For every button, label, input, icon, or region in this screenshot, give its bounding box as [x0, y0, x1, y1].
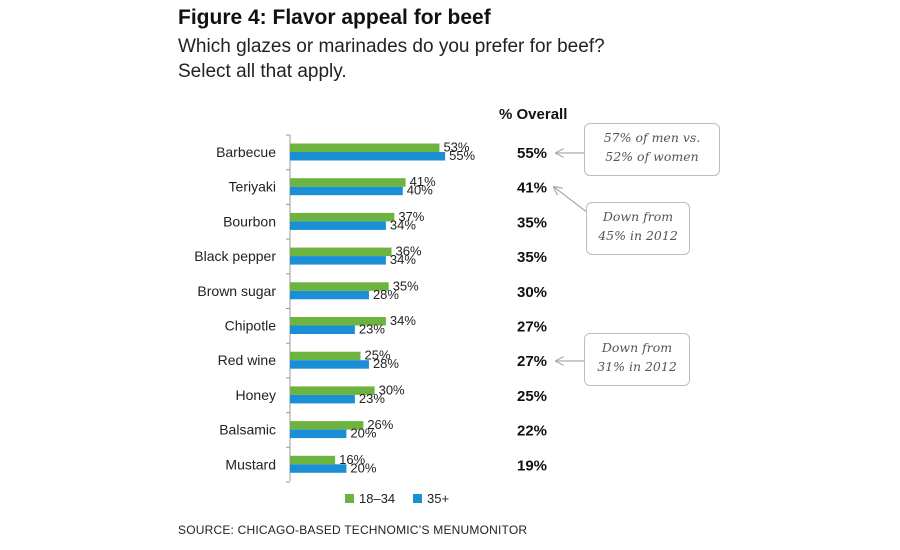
value-label-18-34: 53% — [443, 140, 469, 155]
bar-35-plus — [290, 464, 347, 473]
overall-value: 30% — [517, 284, 547, 301]
plot-area: Barbecue 53%55% 55%Teriyaki 41%40% 41%Bourbo… — [194, 134, 547, 506]
legend-label-18-34: 18–34 — [359, 491, 395, 506]
value-label-35-plus: 23% — [359, 322, 385, 337]
callout-teriyaki-line-2: 45% in 2012 — [598, 228, 678, 243]
category-label: Brown sugar — [197, 283, 276, 299]
bar-35-plus — [290, 256, 386, 265]
subtitle-line-1: Which glazes or marinades do you prefer … — [178, 36, 605, 57]
value-label-18-34: 30% — [379, 382, 405, 397]
overall-value: 19% — [517, 457, 547, 474]
bar-35-plus — [290, 186, 403, 196]
bar-18-34 — [290, 282, 389, 291]
value-label-35-plus: 55% — [449, 148, 475, 163]
overall-column-header: % Overall — [499, 106, 568, 123]
category-label: Black pepper — [194, 248, 276, 264]
value-label-35-plus: 34% — [390, 252, 416, 267]
subtitle-line-2: Select all that apply. — [178, 61, 347, 82]
value-label-35-plus: 20% — [350, 426, 376, 441]
callout-barbecue: 57% of men vs. 52% of women — [584, 123, 720, 176]
legend-label-35-plus: 35+ — [427, 491, 449, 506]
value-label-18-34: 35% — [393, 278, 419, 293]
overall-value: 27% — [517, 353, 547, 370]
value-label-18-34: 37% — [398, 209, 424, 224]
category-label: Bourbon — [223, 213, 276, 229]
callout-red-wine-line-2: 31% in 2012 — [597, 359, 677, 374]
bar-35-plus — [290, 290, 369, 300]
overall-value: 35% — [517, 249, 547, 266]
overall-value: 35% — [517, 214, 547, 231]
value-label-35-plus: 28% — [373, 356, 399, 371]
overall-value: 25% — [517, 388, 547, 405]
source-note: SOURCE: CHICAGO-BASED TECHNOMIC’S MENUMO… — [178, 523, 528, 537]
category-label: Teriyaki — [229, 179, 276, 195]
bar-35-plus — [290, 152, 446, 161]
value-label-35-plus: 23% — [359, 391, 385, 406]
callout-arrow-teriyaki — [554, 187, 589, 214]
category-label: Chipotle — [225, 318, 277, 334]
value-label-18-34: 25% — [365, 348, 391, 363]
overall-value: 41% — [517, 180, 547, 197]
bar-18-34 — [290, 178, 406, 187]
category-label: Red wine — [218, 352, 277, 368]
legend-swatch-18-34 — [345, 494, 354, 503]
bar-18-34 — [290, 351, 361, 361]
bar-18-34 — [290, 317, 386, 326]
overall-value: 22% — [517, 423, 547, 440]
callout-teriyaki: Down from 45% in 2012 — [586, 202, 690, 255]
bar-35-plus — [290, 429, 347, 439]
bar-35-plus — [290, 394, 355, 404]
bar-35-plus — [290, 325, 355, 334]
bar-35-plus — [290, 360, 369, 369]
category-label: Balsamic — [219, 422, 276, 438]
category-label: Honey — [236, 387, 276, 403]
category-label: Barbecue — [216, 144, 276, 160]
bar-18-34 — [290, 386, 375, 395]
callout-red-wine: Down from 31% in 2012 — [584, 333, 690, 386]
value-label-35-plus: 20% — [350, 460, 376, 475]
callout-red-wine-line-1: Down from — [601, 340, 673, 355]
value-label-18-34: 34% — [390, 313, 416, 328]
bar-18-34 — [290, 421, 364, 430]
bar-18-34 — [290, 143, 440, 152]
bar-18-34 — [290, 212, 395, 222]
overall-value: 55% — [517, 145, 547, 162]
value-label-18-34: 16% — [339, 452, 365, 467]
bar-18-34 — [290, 455, 336, 465]
value-label-35-plus: 40% — [407, 183, 433, 198]
legend-swatch-35-plus — [413, 494, 422, 503]
category-label: Mustard — [225, 456, 276, 472]
value-label-18-34: 26% — [367, 417, 393, 432]
callout-arrows — [554, 153, 589, 361]
value-label-18-34: 36% — [396, 244, 422, 259]
overall-value: 27% — [517, 319, 547, 336]
value-label-18-34: 41% — [410, 174, 436, 189]
value-label-35-plus: 34% — [390, 217, 416, 232]
callout-barbecue-line-1: 57% of men vs. — [603, 130, 701, 145]
bar-35-plus — [290, 221, 386, 230]
callout-teriyaki-line-1: Down from — [602, 209, 674, 224]
bar-18-34 — [290, 247, 392, 257]
callout-barbecue-line-2: 52% of women — [605, 149, 699, 164]
chart-subtitle: Which glazes or marinades do you prefer … — [178, 34, 738, 84]
value-label-35-plus: 28% — [373, 287, 399, 302]
chart-title: Figure 4: Flavor appeal for beef — [178, 6, 491, 29]
